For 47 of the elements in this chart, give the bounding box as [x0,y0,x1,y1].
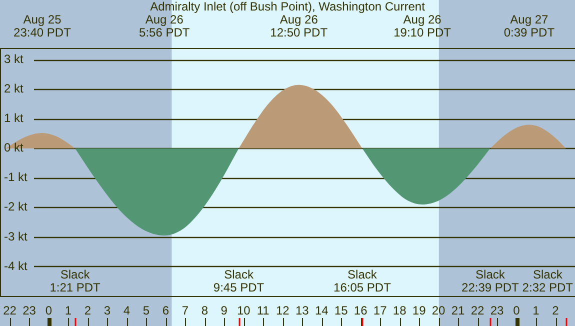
x-tick-label: 13 [295,304,310,318]
y-tick-label: -3 kt [4,229,28,244]
x-tick-label: 14 [314,304,329,318]
annotation: Slack 16:05 PDT [334,267,392,294]
x-tick-label: 1 [532,304,540,318]
x-tick-label: 2 [84,304,92,318]
x2-tick-label: Aug 26 12:50 PDT [270,12,328,40]
y-tick-label: 2 kt [4,82,24,96]
x-tick-label: 17 [373,304,388,318]
x-tick-label: 23 [22,304,36,318]
chart-title: Admiralty Inlet (off Bush Point), Washington Current [150,0,426,14]
x2-tick-label: Aug 27 0:39 PDT [504,12,556,40]
x2-tick-label: Aug 26 19:10 PDT [394,12,452,40]
x-tick-label: 0 [513,304,520,318]
x-tick-label: 19 [412,304,426,318]
x2-tick-label: Aug 26 5:56 PDT [139,12,190,40]
x-tick-label: 15 [334,304,348,318]
x-tick-label: 18 [392,304,407,318]
annotation: Slack 9:45 PDT [213,267,265,294]
x-tick-label: 10 [236,304,251,318]
x-tick-label: 11 [256,304,270,318]
x-tick-label: 4 [123,304,130,318]
x-tick-label: 3 [104,304,111,318]
x-tick-label: 21 [451,304,466,318]
x-tick-label: 23 [490,304,504,318]
x-tick-label: 22 [470,304,485,318]
x-tick-label: 20 [432,304,446,318]
y-tick-label: -1 kt [4,170,28,184]
x-tick-label: 6 [162,304,170,318]
x-tick-label: 1 [64,304,72,318]
x-tick-label: 0 [45,304,52,318]
x-tick-label: 12 [276,304,290,318]
annotation: Slack 2:32 PDT [522,267,574,294]
annotation: Slack 22:39 PDT [462,267,520,294]
x-tick-label: 22 [3,304,17,318]
y-tick-label: -2 kt [4,200,28,214]
y-tick-label: -4 kt [4,258,28,273]
x-tick-label: 9 [220,304,228,318]
x-tick-label: 16 [354,304,368,318]
annotation: Slack 1:21 PDT [50,267,102,294]
x-tick-label: 2 [552,304,560,318]
x2-tick-label: Aug 25 23:40 PDT [14,12,72,40]
x-tick-label: 7 [182,304,189,318]
x-tick-label: 5 [142,304,150,318]
x-tick-label: 8 [201,304,208,318]
y-tick-label: 1 kt [4,111,24,126]
y-tick-label: 3 kt [4,52,24,66]
